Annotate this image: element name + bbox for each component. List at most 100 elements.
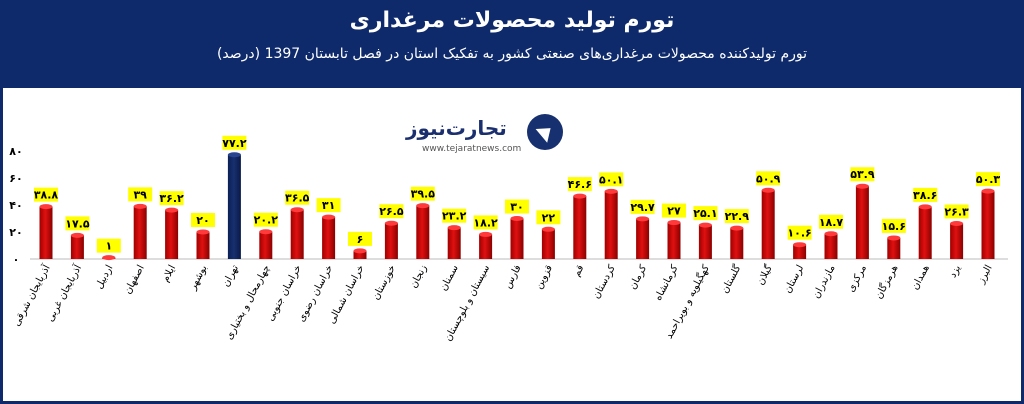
tejaratnews-logo: تجارت‌نیوز www.tejaratnews.com xyxy=(392,112,572,162)
data-label-box xyxy=(756,171,781,186)
data-label-box xyxy=(442,208,467,223)
bar xyxy=(510,218,524,259)
bar xyxy=(981,191,995,259)
data-label-box xyxy=(473,215,498,230)
bar-cap xyxy=(102,255,116,261)
x-tick-label: مرکزی xyxy=(846,263,869,294)
y-tick-label: ۰ xyxy=(13,253,20,266)
bar xyxy=(887,237,901,259)
data-label-box xyxy=(379,204,404,219)
bar xyxy=(761,190,775,259)
bar-cap xyxy=(416,203,430,209)
data-label-box xyxy=(222,135,247,150)
data-label: ۲۲ xyxy=(542,211,556,224)
data-label: ۱۰.۶ xyxy=(787,227,811,240)
data-label: ۳۶.۵ xyxy=(285,192,310,205)
bar-cap xyxy=(133,203,147,209)
data-label-box xyxy=(630,199,655,214)
data-label: ۲۲.۹ xyxy=(725,210,750,223)
bar xyxy=(322,217,336,259)
data-label: ۲۳.۲ xyxy=(442,210,467,223)
bar xyxy=(447,227,461,259)
data-label: ۱۵.۶ xyxy=(882,220,906,233)
data-label-box xyxy=(316,198,341,213)
data-label: ۲۰.۲ xyxy=(254,214,279,227)
y-tick-label: ۴۰ xyxy=(9,199,22,212)
data-label-box xyxy=(410,186,435,201)
y-tick-label: ۲۰ xyxy=(9,226,22,239)
bar-cap xyxy=(510,216,524,221)
bar xyxy=(824,233,838,259)
x-tick-label: گلستان xyxy=(719,263,744,296)
bar-cap xyxy=(636,216,650,222)
data-label: ۳۹ xyxy=(133,188,147,201)
data-label-box xyxy=(976,172,1000,187)
data-label: ۳۶.۲ xyxy=(159,192,184,205)
bar-cap xyxy=(227,152,241,158)
bar-cap xyxy=(981,188,995,194)
x-tick-label: گیلان xyxy=(754,263,775,287)
bar-cap xyxy=(447,225,461,231)
bar-cap xyxy=(196,229,210,235)
x-tick-label: کرمان xyxy=(627,263,649,291)
data-label: ۲۹.۷ xyxy=(630,201,655,214)
data-label: ۲۶.۳ xyxy=(944,205,969,218)
data-label: ۳۹.۵ xyxy=(411,188,436,201)
data-label-box xyxy=(285,190,310,205)
x-tick-label: اردبیل xyxy=(94,263,116,291)
bar-cap xyxy=(384,220,398,226)
bar-cap xyxy=(39,204,53,210)
bar-cap xyxy=(698,222,712,228)
bar xyxy=(636,218,650,259)
bar-cap xyxy=(730,225,744,231)
x-tick-label: هرمزگان xyxy=(873,263,901,301)
bar xyxy=(573,196,587,259)
bar-cap xyxy=(165,207,179,213)
data-label-box xyxy=(819,214,843,229)
data-label: ۵۰.۹ xyxy=(756,172,781,185)
y-tick-label: ۶۰ xyxy=(9,172,22,185)
bar-cap xyxy=(604,188,618,194)
data-label-box xyxy=(944,204,969,219)
x-tick-label: یزد xyxy=(948,263,964,280)
data-label: ۱۷.۵ xyxy=(65,217,90,230)
bar xyxy=(698,225,712,259)
chart-subtitle: تورم تولیدکننده محصولات مرغداری‌های صنعت… xyxy=(216,46,808,62)
bar-cap xyxy=(479,231,493,237)
bar xyxy=(384,223,398,259)
bar-cap xyxy=(824,231,838,237)
data-label: ۲۰ xyxy=(196,214,209,227)
x-tick-label: زنجان xyxy=(408,263,429,290)
x-tick-label: اصفهان xyxy=(122,263,146,296)
logo-brand-text: تجارت‌نیوز xyxy=(406,116,507,140)
bar xyxy=(479,234,493,259)
data-label-box xyxy=(567,177,592,192)
bar xyxy=(667,222,681,259)
bar-cap xyxy=(887,235,901,241)
data-label-box xyxy=(159,191,184,206)
bar xyxy=(39,206,53,259)
x-tick-label: همدان xyxy=(910,263,932,292)
x-tick-label: تهران xyxy=(221,263,242,289)
bar xyxy=(133,206,147,259)
data-label-box xyxy=(536,210,561,225)
data-label: ۳۸.۸ xyxy=(34,189,59,202)
data-label-box xyxy=(913,187,938,202)
bar xyxy=(416,205,430,259)
bar-cap xyxy=(950,220,964,226)
x-tick-label: کرمانشاه xyxy=(653,263,681,303)
data-label-box xyxy=(693,206,718,221)
data-label-box xyxy=(662,203,686,218)
data-label-box xyxy=(253,212,278,227)
bar xyxy=(290,209,304,259)
data-label: ۱۸.۲ xyxy=(473,216,498,229)
data-label-box xyxy=(348,231,372,246)
bar xyxy=(227,154,241,259)
x-tick-label: کردستان xyxy=(591,263,618,301)
bar xyxy=(70,235,84,259)
data-label: ۳۰ xyxy=(510,201,523,214)
data-label-box xyxy=(724,209,749,224)
bar-cap xyxy=(761,187,775,193)
data-label: ۵۰.۳ xyxy=(976,173,1001,186)
